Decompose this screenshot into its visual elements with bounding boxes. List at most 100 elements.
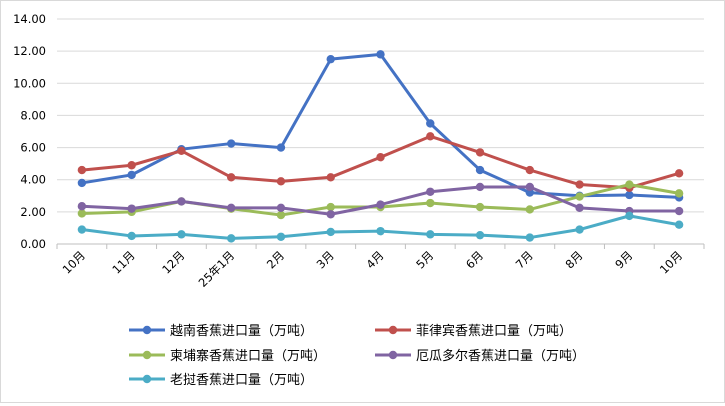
legend-swatch-marker xyxy=(388,350,398,360)
series-line xyxy=(81,52,680,199)
data-point xyxy=(226,173,236,182)
data-point xyxy=(127,161,136,170)
data-point xyxy=(177,146,186,155)
data-point xyxy=(326,227,335,237)
y-tick-label: 14.00 xyxy=(13,12,46,26)
y-tick-label: 0.00 xyxy=(20,237,46,251)
data-point xyxy=(376,226,385,236)
data-point xyxy=(326,202,335,212)
x-tick-label: 10月 xyxy=(657,248,685,276)
legend-label: 厄瓜多尔香蕉进口量（万吨） xyxy=(416,348,585,364)
data-point xyxy=(575,225,584,234)
data-point xyxy=(475,230,485,240)
x-tick-label: 7月 xyxy=(513,248,536,271)
data-point xyxy=(475,182,485,192)
data-point xyxy=(376,200,385,209)
data-point xyxy=(77,165,87,175)
data-point xyxy=(376,153,385,162)
data-point xyxy=(326,173,335,182)
data-point xyxy=(426,119,435,128)
legend: 越南香蕉进口量（万吨） 菲律宾香蕉进口量（万吨） 柬埔寨香蕉进口量（万吨） 厄瓜多尔香… xyxy=(129,323,585,388)
data-point xyxy=(226,139,236,148)
data-point xyxy=(475,202,485,212)
legend-item: 柬埔寨香蕉进口量（万吨） xyxy=(129,348,326,364)
data-point xyxy=(525,182,535,192)
data-point xyxy=(127,170,136,180)
y-tick-label: 8.00 xyxy=(20,108,46,122)
data-point xyxy=(426,187,435,196)
x-tick-label: 10月 xyxy=(60,248,88,276)
data-point xyxy=(276,203,286,213)
legend-swatch-marker xyxy=(142,374,152,384)
x-tick-label: 11月 xyxy=(109,248,137,276)
data-point xyxy=(674,220,684,229)
y-tick-label: 6.00 xyxy=(20,141,46,155)
data-point xyxy=(525,233,535,242)
data-point xyxy=(475,165,485,175)
x-tick-label: 5月 xyxy=(413,248,436,271)
data-point xyxy=(77,225,87,234)
data-point xyxy=(674,189,684,198)
data-point xyxy=(426,132,435,141)
data-point xyxy=(575,180,584,189)
data-point xyxy=(475,148,485,157)
data-point xyxy=(575,203,584,213)
y-axis: 0.00 2.00 4.00 6.00 8.00 10.00 12.00 14.00 xyxy=(13,12,46,251)
data-point xyxy=(674,206,684,216)
data-point xyxy=(77,202,87,211)
x-axis: 10月 11月 12月 25年1月 2月 3月 4月 5月 6月 7月 8月 9月 10月 xyxy=(56,243,705,290)
legend-swatch-marker xyxy=(142,325,152,335)
data-point xyxy=(77,178,87,188)
data-point xyxy=(326,210,335,219)
legend-swatch-marker xyxy=(388,325,398,335)
data-point xyxy=(575,192,584,201)
data-point xyxy=(127,231,136,241)
y-tick-label: 4.00 xyxy=(20,173,46,187)
data-point xyxy=(674,169,684,178)
data-point xyxy=(226,234,236,243)
legend-label: 柬埔寨香蕉进口量（万吨） xyxy=(170,348,326,364)
data-point xyxy=(625,180,634,189)
x-tick-label: 6月 xyxy=(463,248,486,271)
data-point xyxy=(525,165,535,175)
data-point xyxy=(177,230,186,239)
data-point xyxy=(177,197,186,206)
legend-swatch-marker xyxy=(142,350,152,360)
legend-label: 老挝香蕉进口量（万吨） xyxy=(170,373,313,388)
x-tick-label: 4月 xyxy=(363,248,386,271)
x-tick-label: 2月 xyxy=(264,248,287,271)
legend-item: 老挝香蕉进口量（万吨） xyxy=(129,373,313,388)
x-tick-label: 8月 xyxy=(562,248,585,271)
data-point xyxy=(77,209,87,218)
series-3 xyxy=(77,182,684,219)
series-4 xyxy=(77,211,684,243)
data-point xyxy=(226,203,236,213)
data-point xyxy=(276,177,286,186)
data-point xyxy=(276,210,286,220)
data-point xyxy=(426,198,435,208)
y-tick-label: 10.00 xyxy=(13,76,46,90)
data-point xyxy=(127,204,136,213)
data-point xyxy=(625,211,634,221)
grid-lines xyxy=(57,18,704,245)
legend-item: 越南香蕉进口量（万吨） xyxy=(129,323,313,339)
data-point xyxy=(376,50,385,59)
legend-item: 厄瓜多尔香蕉进口量（万吨） xyxy=(375,348,585,364)
y-tick-label: 2.00 xyxy=(20,205,46,219)
data-point xyxy=(426,230,435,239)
data-point xyxy=(326,54,335,64)
data-point xyxy=(625,190,634,200)
x-tick-label: 25年1月 xyxy=(196,248,238,290)
x-tick-label: 9月 xyxy=(612,248,635,271)
data-point xyxy=(525,205,535,214)
x-tick-label: 3月 xyxy=(314,248,337,271)
series-0 xyxy=(77,50,684,202)
legend-item: 菲律宾香蕉进口量（万吨） xyxy=(375,323,572,339)
series-lines xyxy=(77,50,684,243)
legend-label: 越南香蕉进口量（万吨） xyxy=(170,323,313,339)
y-tick-label: 12.00 xyxy=(13,44,46,58)
legend-label: 菲律宾香蕉进口量（万吨） xyxy=(416,323,572,339)
series-1 xyxy=(77,132,684,192)
